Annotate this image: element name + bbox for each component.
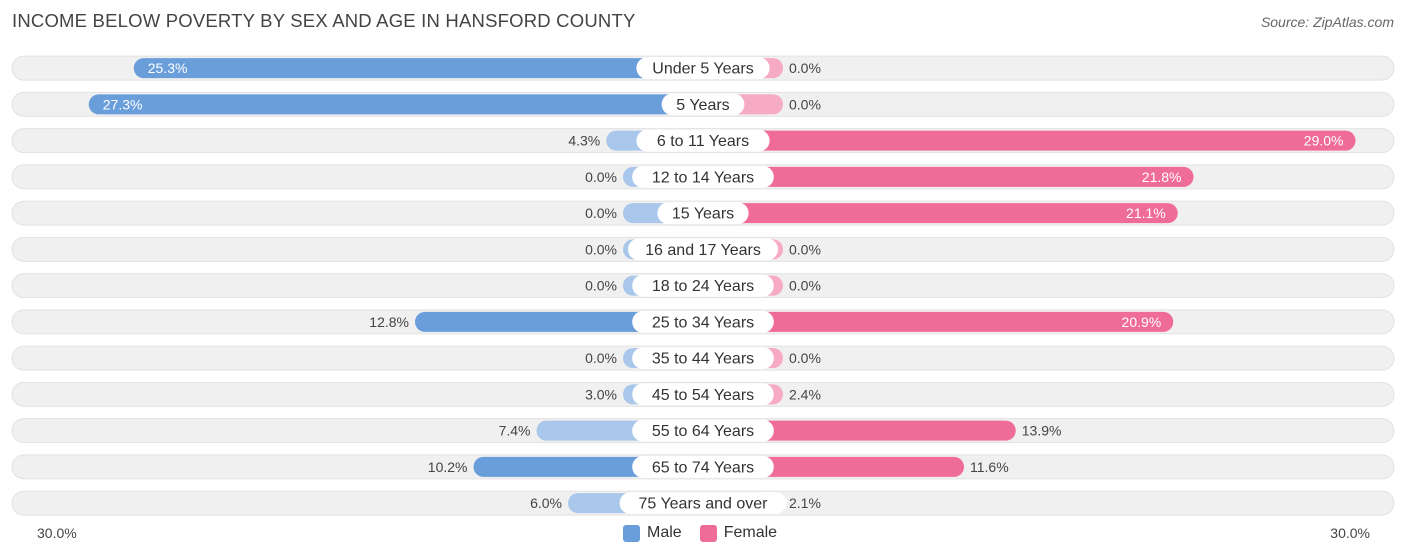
category-pill [636,57,770,80]
female-value-label: 11.6% [970,459,1009,475]
category-pill [632,347,774,370]
category-label: 16 and 17 Years [645,242,761,259]
female-bar [703,130,1356,151]
category-pill [632,419,774,442]
male-value-label: 0.0% [585,350,617,366]
legend: Male Female [623,524,795,542]
legend-male-swatch [623,524,640,542]
axis-left-label: 30.0% [37,525,77,541]
category-label: 5 Years [676,97,729,114]
category-label: 75 Years and over [639,496,769,513]
male-value-label: 12.8% [369,314,409,330]
female-value-label: 21.8% [1142,169,1182,185]
male-value-label: 0.0% [585,169,617,185]
category-pill [636,129,770,152]
chart-canvas: 25.3% 0.0% Under 5 Years 27.3% 0.0% 5 Years 4.… [11,55,1395,516]
legend-female-label: Female [723,524,778,541]
male-value-label: 6.0% [530,495,562,511]
female-value-label: 0.0% [789,60,821,76]
male-value-label: 25.3% [148,60,188,76]
category-pill [619,492,787,515]
category-label: 15 Years [672,206,734,223]
female-value-label: 20.9% [1122,314,1162,330]
source-label: Source: ZipAtlas.com [1260,14,1394,30]
male-value-label: 0.0% [585,241,617,257]
axis-right-label: 30.0% [1330,525,1370,541]
female-value-label: 29.0% [1304,133,1344,149]
male-bar [88,94,703,115]
female-value-label: 0.0% [789,96,821,112]
female-bar [703,420,1016,441]
male-value-label: 0.0% [585,278,617,294]
category-pill [657,202,749,225]
category-pill [661,93,745,116]
category-label: 65 to 74 Years [652,459,754,476]
category-label: 6 to 11 Years [657,133,749,150]
female-bar [703,166,1194,187]
category-pill [632,165,774,188]
female-bar [703,203,1178,224]
category-label: 45 to 54 Years [652,387,754,404]
female-value-label: 21.1% [1126,205,1166,221]
category-label: 55 to 64 Years [652,423,754,440]
category-pill [632,455,774,478]
female-value-label: 2.4% [789,386,821,402]
male-value-label: 10.2% [428,459,468,475]
category-label: 12 to 14 Years [652,169,754,186]
category-pill [632,310,774,333]
chart-title: INCOME BELOW POVERTY BY SEX AND AGE IN H… [12,10,636,31]
female-bar [703,311,1174,332]
male-value-label: 3.0% [585,386,617,402]
female-value-label: 2.1% [789,495,821,511]
male-value-label: 0.0% [585,205,617,221]
male-value-label: 7.4% [499,423,531,439]
category-pill [632,383,774,406]
category-label: 35 to 44 Years [652,351,754,368]
male-bar [133,58,703,79]
female-value-label: 13.9% [1022,423,1062,439]
female-value-label: 0.0% [789,278,821,294]
legend-male: Male [623,524,682,542]
category-pill [628,238,778,261]
male-value-label: 27.3% [103,96,143,112]
category-label: 18 to 24 Years [652,278,754,295]
category-label: Under 5 Years [652,61,753,78]
male-value-label: 4.3% [568,133,600,149]
female-value-label: 0.0% [789,241,821,257]
male-bar [415,311,703,332]
category-label: 25 to 34 Years [652,314,754,331]
legend-male-label: Male [647,524,682,541]
legend-female: Female [699,524,778,542]
legend-female-swatch [699,524,717,542]
female-value-label: 0.0% [789,350,821,366]
category-pill [632,274,774,297]
